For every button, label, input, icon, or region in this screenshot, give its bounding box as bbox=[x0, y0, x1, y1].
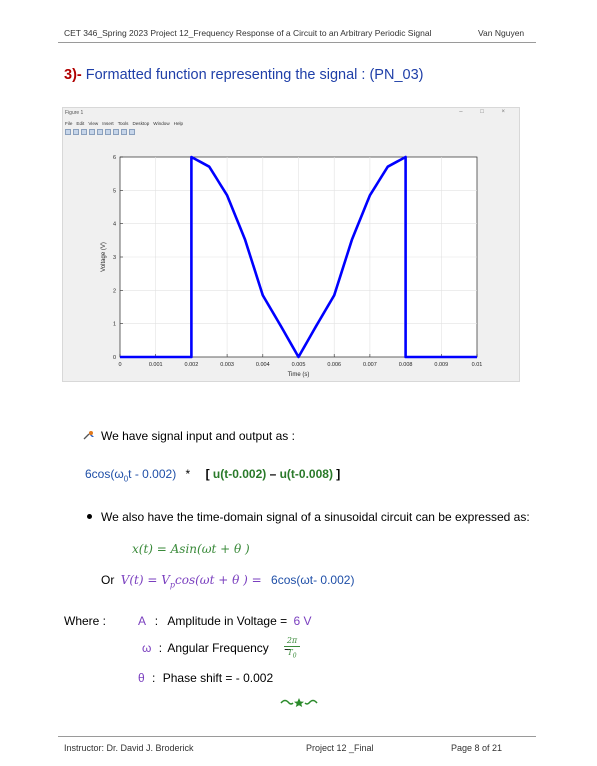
menu-desktop[interactable]: Desktop bbox=[132, 121, 150, 126]
eq3-sub: p bbox=[169, 580, 176, 590]
pointer-icon[interactable] bbox=[121, 129, 127, 135]
amplitude-text: Amplitude in Voltage = bbox=[167, 614, 288, 628]
footer-instructor: Instructor: Dr. David J. Broderick bbox=[64, 743, 194, 753]
link-icon[interactable] bbox=[97, 129, 103, 135]
eq1-step-2: u(t-0.008) bbox=[279, 467, 333, 481]
x-tick-label: 0.008 bbox=[399, 362, 413, 368]
figure-menu-bar: File Edit View Insert Tools Desktop Window Help bbox=[65, 121, 187, 126]
section-heading: 3)- Formatted function representing the … bbox=[64, 67, 423, 83]
eq1-times: * bbox=[185, 467, 191, 481]
footer-rule bbox=[58, 736, 536, 737]
eq3-rhs: cos(ωt + θ ) = bbox=[175, 573, 262, 587]
eq1-bracket-close: ] bbox=[336, 467, 341, 481]
bullet-text-time-domain: We also have the time-domain signal of a… bbox=[101, 510, 530, 524]
x-tick-label: 0.004 bbox=[256, 362, 270, 368]
menu-view[interactable]: View bbox=[88, 121, 99, 126]
x-tick-label: 0.003 bbox=[220, 362, 234, 368]
eq1-dash: – bbox=[266, 467, 280, 481]
omega-equals: = bbox=[284, 641, 292, 655]
header-rule bbox=[58, 42, 536, 43]
amplitude-symbol: A bbox=[138, 614, 146, 628]
y-axis-label: Voltage (V) bbox=[101, 242, 107, 272]
bullet-dot bbox=[87, 514, 92, 519]
omega-text: Angular Frequency bbox=[167, 641, 269, 655]
amplitude-row: A : Amplitude in Voltage = 6 V bbox=[138, 614, 312, 628]
x-tick-label: 0.005 bbox=[292, 362, 306, 368]
series-line bbox=[120, 155, 477, 359]
omega-den-sub: 0 bbox=[292, 652, 297, 660]
y-tick-label: 1 bbox=[113, 322, 116, 328]
x-tick-label: 0.002 bbox=[185, 362, 199, 368]
omega-denominator: T bbox=[287, 648, 293, 657]
save-icon[interactable] bbox=[81, 129, 87, 135]
phase-row: θ : Phase shift = - 0.002 bbox=[138, 671, 274, 685]
menu-tools[interactable]: Tools bbox=[117, 121, 129, 126]
property-icon[interactable] bbox=[129, 129, 135, 135]
omega-fraction: 2π T0 bbox=[284, 636, 300, 660]
sinusoid-equation: x(t) = Asin(ωt + θ ) bbox=[132, 542, 250, 556]
x-tick-label: 0 bbox=[118, 362, 121, 368]
voltage-equation: Or V(t) = Vpcos(ωt + θ ) = 6cos(ωt- 0.00… bbox=[101, 573, 354, 589]
insert-legend-icon[interactable] bbox=[113, 129, 119, 135]
eq3-value: 6cos(ωt- 0.002) bbox=[271, 573, 355, 587]
where-label: Where : bbox=[64, 614, 107, 628]
eq1-sub: 0 bbox=[123, 474, 129, 484]
header-author: Van Nguyen bbox=[478, 28, 525, 38]
omega-numerator: 2π bbox=[286, 636, 298, 645]
menu-help[interactable]: Help bbox=[173, 121, 184, 126]
x-tick-label: 0.001 bbox=[149, 362, 163, 368]
section-title: Formatted function representing the sign… bbox=[81, 67, 358, 83]
plot-area: 0 0.001 0.002 0.003 0.004 0.005 0.006 0.007 0.00… bbox=[101, 155, 483, 378]
omega-symbol: ω bbox=[142, 641, 152, 655]
menu-file[interactable]: File bbox=[65, 121, 73, 126]
section-number: 3)- bbox=[64, 67, 82, 83]
y-tick-label: 6 bbox=[113, 155, 116, 161]
eq1-part1: 6cos(ω bbox=[85, 467, 124, 481]
figure-toolbar bbox=[65, 129, 135, 135]
eq1-part2: t - 0.002) bbox=[128, 467, 177, 481]
footer-page: Page 8 of 21 bbox=[451, 743, 503, 753]
menu-insert[interactable]: Insert bbox=[102, 121, 114, 126]
theta-symbol: θ bbox=[138, 671, 145, 685]
signal-equation: 6cos(ω0t - 0.002) * [ u(t-0.002) – u(t-0… bbox=[85, 467, 340, 483]
omega-row: ω : Angular Frequency = bbox=[142, 641, 292, 655]
new-figure-icon[interactable] bbox=[65, 129, 71, 135]
section-suffix: : (PN_03) bbox=[357, 67, 424, 83]
y-tick-label: 2 bbox=[113, 288, 116, 294]
ornament-icon bbox=[279, 694, 319, 707]
footer-project: Project 12 _Final bbox=[306, 743, 374, 753]
eq2-text: x(t) = Asin(ωt + θ ) bbox=[132, 542, 250, 556]
window-controls[interactable]: – □ × bbox=[459, 109, 513, 115]
y-tick-label: 4 bbox=[113, 222, 116, 228]
y-tick-label: 3 bbox=[113, 255, 116, 261]
eq3-lhs: V(t) = V bbox=[120, 573, 170, 587]
eq3-or: Or bbox=[101, 573, 115, 587]
print-icon[interactable] bbox=[89, 129, 95, 135]
menu-edit[interactable]: Edit bbox=[76, 121, 85, 126]
eq1-step-1: u(t-0.002) bbox=[212, 467, 267, 481]
y-tick-label: 0 bbox=[113, 355, 116, 361]
x-axis-label: Time (s) bbox=[288, 372, 310, 378]
amplitude-value: 6 V bbox=[293, 614, 312, 628]
open-file-icon[interactable] bbox=[73, 129, 79, 135]
x-tick-label: 0.006 bbox=[327, 362, 341, 368]
menu-window[interactable]: Window bbox=[153, 121, 170, 126]
y-tick-label: 5 bbox=[113, 188, 116, 194]
bullet-text-input-output: We have signal input and output as : bbox=[101, 429, 295, 443]
theta-text: Phase shift = - 0.002 bbox=[162, 671, 274, 685]
x-tick-label: 0.007 bbox=[363, 362, 377, 368]
figure-window: Figure 1 – □ × File Edit View Insert Tools De… bbox=[62, 107, 520, 382]
x-tick-label: 0.009 bbox=[434, 362, 448, 368]
insert-colorbar-icon[interactable] bbox=[105, 129, 111, 135]
eq1-bracket-open: [ bbox=[205, 467, 210, 481]
x-tick-label: 0.01 bbox=[472, 362, 483, 368]
header-title: CET 346_Spring 2023 Project 12_Frequency… bbox=[64, 28, 432, 38]
figure-title: Figure 1 bbox=[65, 110, 84, 116]
pushpin-bullet-icon bbox=[82, 428, 96, 440]
